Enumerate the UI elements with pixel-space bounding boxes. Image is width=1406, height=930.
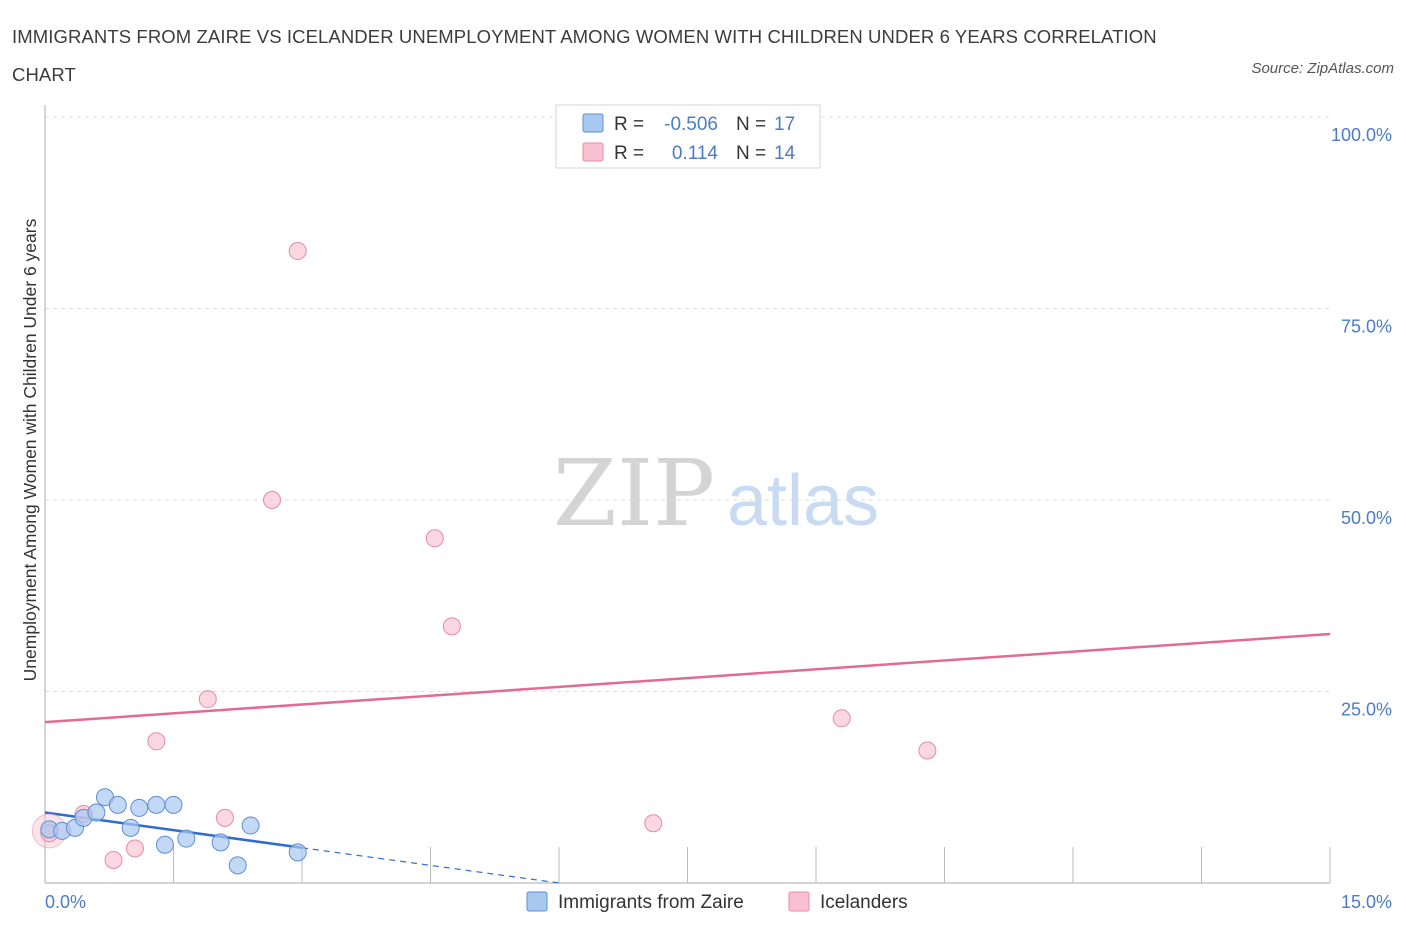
zaire-point-16 <box>288 843 307 862</box>
trend-lines <box>44 632 1331 884</box>
legend-label-zaire: Immigrants from Zaire <box>558 892 744 913</box>
zaire-stat-swatch <box>582 113 604 133</box>
ice-n-label: N = <box>736 143 766 164</box>
source-label: Source: ZipAtlas.com <box>1251 60 1394 77</box>
x-tick-label-min: 0.0% <box>45 892 86 912</box>
zaire-n-label: N = <box>736 114 766 135</box>
axes <box>44 105 1331 884</box>
icelanders-point-6 <box>215 808 234 827</box>
zaire-point-13 <box>211 833 230 852</box>
y-tick-labels: 25.0% 50.0% 75.0% 100.0% <box>1331 125 1392 720</box>
zaire-point-15 <box>241 816 260 835</box>
zaire-n-value: 17 <box>774 114 795 135</box>
y-tick-label-3: 100.0% <box>1331 125 1392 145</box>
icelanders-point-5 <box>198 690 217 709</box>
ice-r-value: 0.114 <box>672 143 719 164</box>
stats-legend: R = -0.506 N = 17 R = 0.114 N = 14 <box>555 104 821 169</box>
icelanders-trend-line <box>44 632 1331 724</box>
icelanders-point-13 <box>918 741 937 760</box>
icelanders-point-12 <box>832 709 851 728</box>
icelanders-point-2 <box>104 851 123 870</box>
watermark-zip: ZIP <box>553 440 715 547</box>
ice-stat-swatch <box>582 142 604 162</box>
watermark-atlas: atlas <box>727 461 879 541</box>
data-points <box>31 242 937 875</box>
icelanders-point-4 <box>147 732 166 751</box>
zaire-point-9 <box>147 795 166 814</box>
ice-r-label: R = <box>614 143 644 164</box>
y-tick-label-2: 75.0% <box>1341 317 1392 337</box>
x-tick-label-max: 15.0% <box>1341 892 1392 912</box>
zaire-point-11 <box>164 795 183 814</box>
legend-label-icelanders: Icelanders <box>820 892 908 913</box>
icelanders-point-7 <box>263 491 282 509</box>
y-tick-label-0: 25.0% <box>1341 700 1392 720</box>
legend-swatch-zaire <box>526 891 548 912</box>
zaire-point-10 <box>155 835 174 854</box>
icelanders-point-3 <box>125 839 144 858</box>
icelanders-point-9 <box>425 529 444 548</box>
grid-lines <box>45 116 1330 692</box>
zaire-point-7 <box>121 818 140 837</box>
zaire-r-label: R = <box>614 114 644 135</box>
ice-n-value: 14 <box>774 143 796 164</box>
watermark: ZIP atlas <box>553 440 879 547</box>
zaire-point-12 <box>177 829 196 848</box>
icelanders-point-8 <box>288 242 307 261</box>
zaire-point-4 <box>87 803 106 822</box>
chart-title: IMMIGRANTS FROM ZAIRE VS ICELANDER UNEMP… <box>12 26 1157 85</box>
zaire-point-14 <box>228 856 247 875</box>
zaire-point-6 <box>108 795 127 814</box>
icelanders-point-11 <box>644 814 663 833</box>
zaire-r-value: -0.506 <box>664 114 718 135</box>
icelanders-point-10 <box>442 617 461 636</box>
legend-swatch-icelanders <box>788 891 810 912</box>
y-tick-label-1: 50.0% <box>1341 508 1392 528</box>
zaire-point-8 <box>130 798 149 817</box>
series-legend: Immigrants from Zaire Icelanders <box>526 891 908 913</box>
y-axis-label: Unemployment Among Women with Children U… <box>20 218 40 681</box>
